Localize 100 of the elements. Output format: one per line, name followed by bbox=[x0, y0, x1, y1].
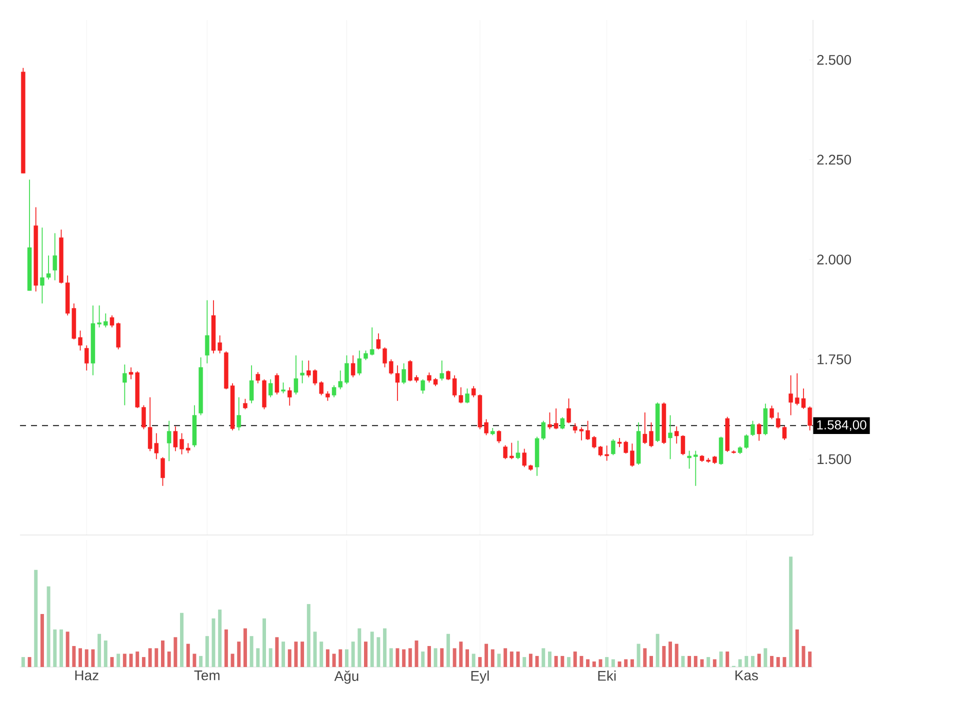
bar bbox=[611, 659, 615, 667]
bar bbox=[770, 656, 774, 667]
candlestick bbox=[642, 412, 648, 444]
bar bbox=[630, 659, 634, 667]
candlestick bbox=[465, 388, 470, 404]
candlestick bbox=[522, 448, 526, 468]
bar bbox=[681, 656, 685, 667]
bar bbox=[72, 646, 76, 667]
bar bbox=[358, 628, 362, 667]
bar bbox=[160, 640, 164, 667]
bar bbox=[706, 657, 710, 667]
candlestick bbox=[566, 398, 571, 424]
bar bbox=[649, 656, 653, 667]
bar bbox=[750, 656, 754, 667]
bar bbox=[174, 637, 178, 667]
bar bbox=[396, 648, 400, 667]
candlestick bbox=[249, 364, 254, 404]
bar bbox=[427, 646, 431, 667]
bar bbox=[320, 642, 324, 667]
bar bbox=[78, 648, 82, 667]
bar bbox=[668, 642, 672, 667]
bar bbox=[332, 654, 336, 667]
bar bbox=[180, 612, 184, 667]
bar bbox=[490, 649, 494, 667]
bar bbox=[624, 659, 628, 667]
x-tick-label: Tem bbox=[194, 670, 220, 680]
ref-line-label: 1.584,00 bbox=[817, 420, 866, 431]
bar bbox=[306, 604, 310, 667]
bar bbox=[573, 652, 577, 667]
bar bbox=[300, 642, 304, 667]
bar bbox=[84, 649, 88, 667]
bar bbox=[516, 652, 520, 667]
candlestick bbox=[274, 372, 280, 395]
bar bbox=[28, 657, 32, 667]
bar bbox=[205, 636, 209, 667]
bar bbox=[421, 652, 425, 667]
bar bbox=[789, 556, 793, 667]
candlestick bbox=[611, 438, 616, 456]
bar bbox=[738, 659, 742, 667]
bar bbox=[554, 656, 558, 667]
candlestick bbox=[166, 420, 172, 462]
candlestick bbox=[516, 440, 520, 460]
bar bbox=[256, 648, 260, 667]
bar bbox=[782, 657, 786, 667]
candlestick bbox=[186, 442, 190, 454]
bar bbox=[688, 656, 692, 667]
candlestick bbox=[420, 378, 425, 394]
bar bbox=[618, 661, 622, 667]
bar bbox=[224, 629, 228, 667]
bar bbox=[808, 652, 812, 667]
bar bbox=[53, 629, 57, 667]
candlestick bbox=[788, 374, 793, 416]
bar bbox=[674, 644, 678, 667]
candlestick bbox=[510, 442, 514, 460]
bar bbox=[712, 659, 716, 667]
bar bbox=[726, 652, 730, 667]
bar bbox=[91, 649, 95, 667]
bar bbox=[34, 570, 38, 667]
candlestick bbox=[344, 354, 349, 385]
bar bbox=[548, 652, 552, 667]
bar bbox=[757, 654, 761, 667]
bar bbox=[136, 652, 140, 667]
bar bbox=[237, 642, 241, 667]
candlestick bbox=[326, 390, 330, 402]
bar bbox=[510, 652, 514, 667]
bar bbox=[370, 632, 374, 667]
bar bbox=[472, 654, 476, 667]
y-tick-label: 2.500 bbox=[817, 54, 852, 65]
bar bbox=[744, 656, 748, 667]
candlestick bbox=[160, 456, 165, 486]
bar bbox=[122, 654, 126, 667]
bar bbox=[364, 642, 368, 667]
bar bbox=[586, 659, 590, 667]
bar bbox=[700, 659, 704, 667]
bar bbox=[243, 628, 247, 667]
bar bbox=[46, 586, 50, 667]
bar bbox=[383, 628, 387, 667]
candlestick bbox=[294, 354, 298, 395]
candlestick bbox=[630, 443, 634, 468]
bar bbox=[408, 648, 412, 667]
bar bbox=[598, 659, 602, 667]
bar bbox=[605, 657, 609, 667]
bar bbox=[542, 648, 546, 667]
bar bbox=[167, 652, 171, 667]
candlestick bbox=[756, 422, 762, 442]
candlestick bbox=[770, 405, 774, 420]
bar bbox=[59, 629, 63, 667]
x-tick-label: Kas bbox=[735, 670, 758, 680]
bar bbox=[636, 644, 640, 667]
bar bbox=[218, 610, 222, 667]
candlestick bbox=[560, 416, 565, 430]
candlestick bbox=[205, 300, 210, 364]
candlestick bbox=[496, 430, 502, 444]
candlestick bbox=[440, 360, 444, 381]
candlestick bbox=[402, 362, 406, 385]
bar bbox=[484, 644, 488, 667]
candlestick bbox=[694, 450, 698, 486]
bar bbox=[795, 629, 799, 667]
x-tick-label: Eyl bbox=[471, 670, 489, 684]
y-tick-label: 1.500 bbox=[818, 454, 852, 464]
